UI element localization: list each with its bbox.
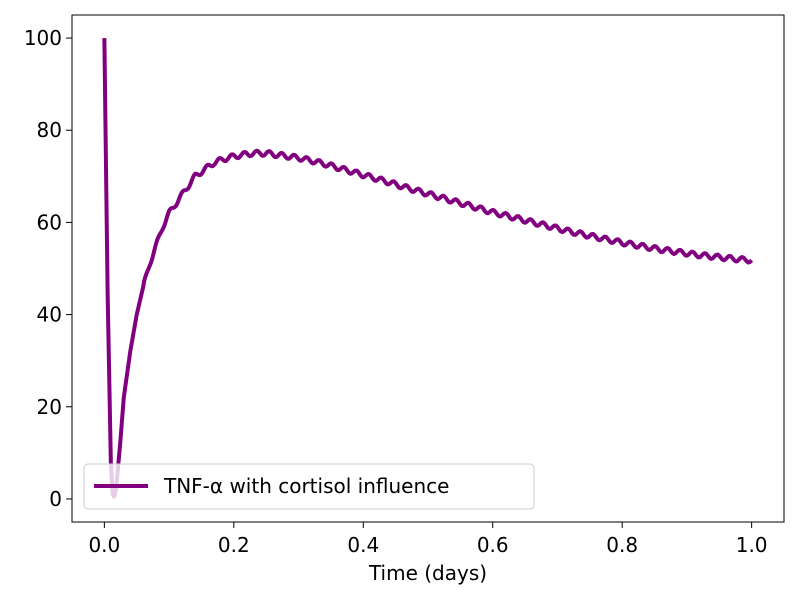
legend: TNF-α with cortisol influence	[83, 463, 535, 510]
y-tick-label: 20	[37, 395, 62, 419]
x-axis-label: Time (days)	[368, 561, 487, 585]
y-tick-label: 60	[37, 210, 62, 234]
x-tick-label: 0.6	[477, 533, 509, 557]
x-axis-ticks: 0.0 0.2 0.4 0.6 0.8 1.0	[88, 522, 768, 557]
plot-frame	[71, 14, 785, 523]
legend-box	[83, 463, 535, 510]
plot-area	[72, 15, 784, 522]
y-tick-label: 40	[37, 303, 62, 327]
y-tick-label: 80	[37, 118, 62, 142]
x-tick-label: 0.8	[606, 533, 638, 557]
y-axis-ticks: 0 20 40 60 80 100	[24, 26, 72, 511]
y-tick-label: 0	[49, 487, 62, 511]
legend-label: TNF-α with cortisol influence	[163, 474, 449, 498]
x-tick-label: 0.4	[347, 533, 379, 557]
x-tick-label: 1.0	[736, 533, 768, 557]
series-line-tnf-alpha	[102, 38, 754, 499]
y-tick-label: 100	[24, 26, 62, 50]
x-tick-label: 0.0	[88, 533, 120, 557]
x-tick-label: 0.2	[218, 533, 250, 557]
